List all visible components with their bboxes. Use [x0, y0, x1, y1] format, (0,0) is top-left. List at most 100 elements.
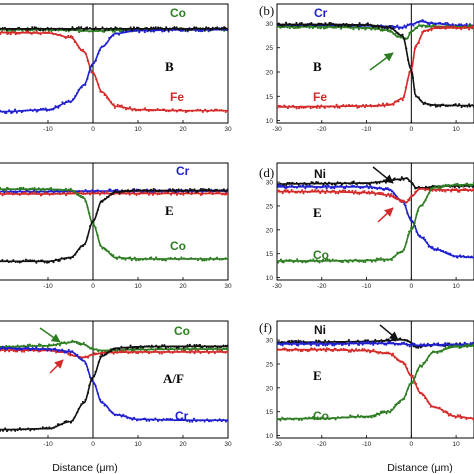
data-point	[460, 106, 463, 109]
x-tick-label: -10	[43, 441, 53, 448]
data-point	[324, 339, 327, 342]
data-point	[449, 345, 452, 348]
data-point	[194, 349, 197, 352]
data-point	[293, 341, 296, 344]
data-point	[444, 190, 447, 193]
x-tick-label: 10	[134, 126, 142, 133]
data-point	[216, 349, 219, 352]
data-point	[22, 191, 25, 194]
data-point	[279, 419, 282, 422]
plot-frame	[276, 162, 474, 281]
data-point	[323, 106, 326, 110]
data-point	[288, 27, 291, 30]
data-point	[37, 343, 41, 346]
data-point	[456, 190, 459, 193]
x-tick-label: -30	[272, 126, 282, 133]
data-point	[444, 346, 447, 349]
data-point	[277, 22, 278, 24]
data-point	[131, 29, 134, 32]
data-point	[357, 343, 361, 347]
data-point	[1, 194, 4, 197]
data-point	[130, 259, 133, 262]
x-tick-label: 20	[179, 126, 187, 133]
data-point	[167, 29, 170, 32]
panel-letter: (f)	[259, 320, 272, 335]
data-point	[302, 184, 305, 187]
phase-label: A/F	[163, 371, 184, 386]
data-point	[310, 21, 313, 25]
data-point	[39, 29, 42, 32]
data-point	[333, 344, 336, 347]
element-label-co: Co	[170, 6, 186, 20]
series-profile-3	[277, 187, 474, 204]
data-point	[69, 187, 72, 190]
x-tick-label: 10	[452, 283, 460, 290]
data-point	[313, 341, 316, 344]
data-point	[337, 192, 340, 195]
data-point	[311, 27, 315, 30]
data-point	[355, 347, 358, 351]
fit-line	[277, 27, 474, 108]
data-point	[347, 344, 351, 347]
data-point	[367, 340, 370, 343]
element-label-co: Co	[174, 324, 190, 338]
data-point	[151, 193, 155, 196]
data-point	[28, 343, 32, 346]
data-point	[191, 420, 194, 423]
phase-label: E	[165, 203, 174, 218]
data-point	[135, 194, 138, 197]
data-point	[5, 430, 9, 433]
data-point	[451, 25, 454, 28]
data-point	[35, 261, 38, 264]
data-point	[35, 30, 38, 33]
fit-line	[0, 31, 228, 112]
y-tick-label: 30	[266, 180, 274, 187]
data-point	[383, 260, 386, 263]
data-point	[326, 258, 329, 261]
y-tick-label: 30	[266, 21, 274, 28]
data-point	[205, 26, 208, 29]
data-point	[357, 28, 360, 31]
series-fe	[277, 25, 474, 110]
data-point	[30, 191, 33, 194]
data-point	[115, 257, 119, 261]
data-point	[411, 342, 414, 345]
data-point	[304, 261, 307, 264]
data-point	[29, 429, 32, 432]
panel-a: -10 0 10 20 30 B Co Fe	[0, 3, 232, 133]
data-point	[284, 187, 287, 190]
data-point	[400, 176, 403, 179]
data-point	[314, 189, 317, 192]
data-point	[288, 340, 291, 343]
x-tick-label: -30	[272, 283, 282, 290]
data-point	[139, 190, 142, 194]
data-point	[397, 27, 401, 30]
data-point	[193, 26, 196, 29]
data-point	[39, 194, 43, 197]
fit-line	[277, 177, 474, 189]
x-tick-label: 0	[91, 283, 95, 290]
series-profile-3	[277, 347, 474, 421]
data-point	[138, 31, 141, 34]
data-point	[428, 23, 431, 26]
x-tick-label: 30	[224, 441, 232, 448]
y-tick-label: 20	[266, 70, 274, 77]
data-point	[0, 33, 2, 36]
data-point	[304, 187, 307, 190]
y-tick-label: 30	[266, 338, 274, 345]
data-point	[150, 346, 153, 350]
data-point	[302, 192, 305, 195]
arrow-e-red	[49, 359, 64, 374]
data-point	[24, 258, 27, 261]
data-point	[450, 190, 453, 193]
x-tick-label: 20	[179, 441, 187, 448]
data-point	[412, 24, 415, 27]
data-point	[184, 29, 187, 32]
data-point	[352, 28, 355, 31]
data-point	[22, 186, 25, 189]
data-point	[444, 21, 447, 25]
y-tick-label: 10	[266, 118, 274, 125]
data-point	[370, 416, 373, 419]
data-point	[41, 426, 44, 429]
